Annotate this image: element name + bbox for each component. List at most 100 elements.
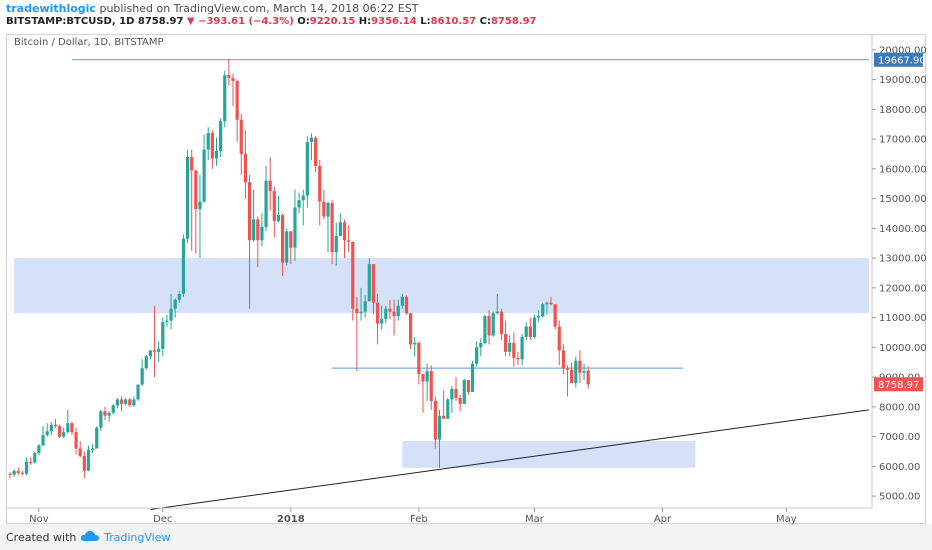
author-link[interactable]: tradewithlogic	[6, 2, 96, 15]
candle-body	[512, 342, 516, 358]
candle-body	[314, 137, 318, 166]
time-axis-label: Dec	[153, 514, 172, 525]
price-tag-last-label: 8758.97	[878, 380, 919, 391]
candle-body	[545, 302, 549, 305]
candle-body	[74, 432, 78, 449]
price-axis-label: 18000.00	[879, 105, 927, 116]
candle-body	[276, 214, 281, 221]
candle-body	[508, 342, 512, 352]
price-axis-label: 20000.00	[879, 45, 927, 56]
price-tag-last	[874, 377, 923, 392]
candle-body	[260, 226, 264, 241]
candle-body	[417, 342, 421, 375]
candle-body	[305, 142, 309, 196]
candle-body	[157, 348, 161, 352]
candle-body	[578, 360, 582, 373]
candle-body	[359, 311, 363, 314]
price-axis-label: 15000.00	[879, 194, 927, 205]
candle-body	[433, 400, 437, 440]
candle-body	[78, 448, 82, 456]
candle-body	[45, 431, 49, 436]
candle-body	[442, 415, 446, 419]
price-axis-label: 10000.00	[879, 343, 927, 354]
chart-header: tradewithlogic published on TradingView.…	[0, 0, 932, 34]
footer: Created with TradingView	[0, 524, 932, 550]
candle-body	[429, 371, 433, 401]
price-axis-label: 19000.00	[879, 75, 927, 86]
price-axis-label: 11000.00	[879, 313, 927, 324]
candle-body	[342, 222, 347, 241]
candle-body	[470, 363, 475, 392]
tradingview-brand-link[interactable]: TradingView	[104, 531, 171, 544]
candle-body	[326, 203, 330, 217]
support-zone-0	[14, 258, 869, 314]
price-axis-label: 17000.00	[879, 135, 927, 146]
candle-body	[330, 203, 334, 253]
candle-body	[285, 231, 289, 263]
candle-body	[214, 151, 219, 159]
price-axis-label: 12000.00	[879, 283, 927, 294]
candle-body	[16, 470, 20, 473]
symbol-line: BITSTAMP:BTCUSD, 1D 8758.97 ▼ −393.61 (−…	[6, 16, 537, 27]
candle-body	[537, 316, 541, 318]
candle-body	[541, 304, 545, 317]
candle-body	[400, 296, 404, 306]
candle-body	[243, 153, 247, 183]
close-value: 8758.97	[490, 16, 537, 27]
author-line: tradewithlogic published on TradingView.…	[6, 2, 418, 15]
candle-body	[256, 219, 260, 241]
down-triangle-icon: ▼	[186, 16, 195, 27]
candle-body	[334, 235, 338, 253]
candle-body	[37, 445, 41, 453]
candle-body	[396, 305, 400, 317]
candle-body	[520, 336, 524, 360]
candle-body	[202, 149, 206, 202]
price-axis-label: 16000.00	[879, 164, 927, 175]
low-label: L:	[420, 16, 431, 27]
price-axis-label: 7000.00	[879, 432, 920, 443]
candle-body	[351, 241, 355, 309]
candle-body	[371, 264, 376, 303]
candle-body	[574, 360, 578, 384]
candle-body	[210, 133, 214, 159]
candle-body	[487, 316, 491, 336]
candle-body	[355, 308, 359, 314]
candle-body	[347, 240, 351, 242]
candle-body	[8, 473, 12, 475]
candle-body	[140, 368, 144, 385]
candle-body	[561, 350, 565, 369]
candle-body	[181, 238, 186, 294]
candle-body	[570, 369, 574, 384]
candle-body	[479, 342, 483, 348]
candle-body	[132, 399, 136, 406]
candle-body	[297, 200, 301, 208]
candle-body	[99, 411, 103, 428]
candle-body	[57, 426, 62, 437]
candle-body	[528, 326, 532, 337]
candle-body	[280, 214, 285, 263]
candle-body	[289, 231, 293, 248]
time-axis-label: Nov	[29, 514, 49, 525]
candle-body	[29, 461, 33, 463]
time-axis-label: May	[776, 514, 797, 525]
candle-body	[565, 368, 570, 370]
candle-body	[524, 326, 528, 337]
candle-body	[103, 411, 107, 416]
candle-body	[86, 449, 91, 471]
candle-body	[499, 311, 504, 334]
candle-body	[41, 435, 45, 446]
created-with-text: Created with	[6, 531, 77, 544]
candle-body	[380, 319, 384, 324]
candle-body	[227, 75, 231, 79]
candle-body	[532, 317, 537, 337]
candle-body	[90, 448, 95, 450]
high-label: H:	[358, 16, 372, 27]
candle-body	[152, 350, 157, 352]
candle-body	[549, 302, 553, 305]
time-axis-label: Mar	[525, 514, 545, 525]
candle-body	[239, 119, 243, 154]
candle-body	[466, 380, 471, 392]
candle-body	[582, 371, 586, 373]
candle-body	[111, 405, 115, 413]
